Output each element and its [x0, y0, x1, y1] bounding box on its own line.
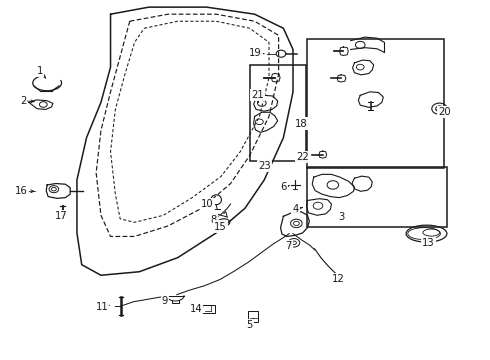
Text: 4: 4	[293, 204, 298, 214]
Text: 13: 13	[422, 238, 435, 248]
Text: 8: 8	[211, 215, 217, 225]
Text: 12: 12	[332, 274, 345, 284]
Text: 10: 10	[201, 199, 214, 209]
Text: 5: 5	[246, 320, 253, 330]
Text: 1: 1	[37, 66, 43, 76]
Text: 3: 3	[338, 212, 344, 222]
Bar	[250, 66, 306, 161]
Text: 17: 17	[55, 211, 68, 221]
Text: 19: 19	[249, 48, 262, 58]
Bar	[307, 167, 447, 226]
Text: 15: 15	[214, 221, 226, 231]
Text: 23: 23	[258, 161, 270, 171]
Text: 11: 11	[96, 302, 108, 312]
Bar	[248, 311, 258, 322]
Text: 9: 9	[162, 296, 168, 306]
Text: 22: 22	[296, 152, 309, 162]
Text: 18: 18	[295, 118, 308, 129]
Text: 16: 16	[15, 186, 28, 196]
Text: 2: 2	[20, 96, 26, 105]
Text: 21: 21	[251, 90, 264, 100]
Bar	[307, 39, 444, 168]
Bar	[200, 305, 215, 313]
Text: 7: 7	[285, 241, 292, 251]
Text: 14: 14	[190, 304, 202, 314]
Text: 6: 6	[280, 182, 287, 192]
Text: 20: 20	[438, 107, 451, 117]
